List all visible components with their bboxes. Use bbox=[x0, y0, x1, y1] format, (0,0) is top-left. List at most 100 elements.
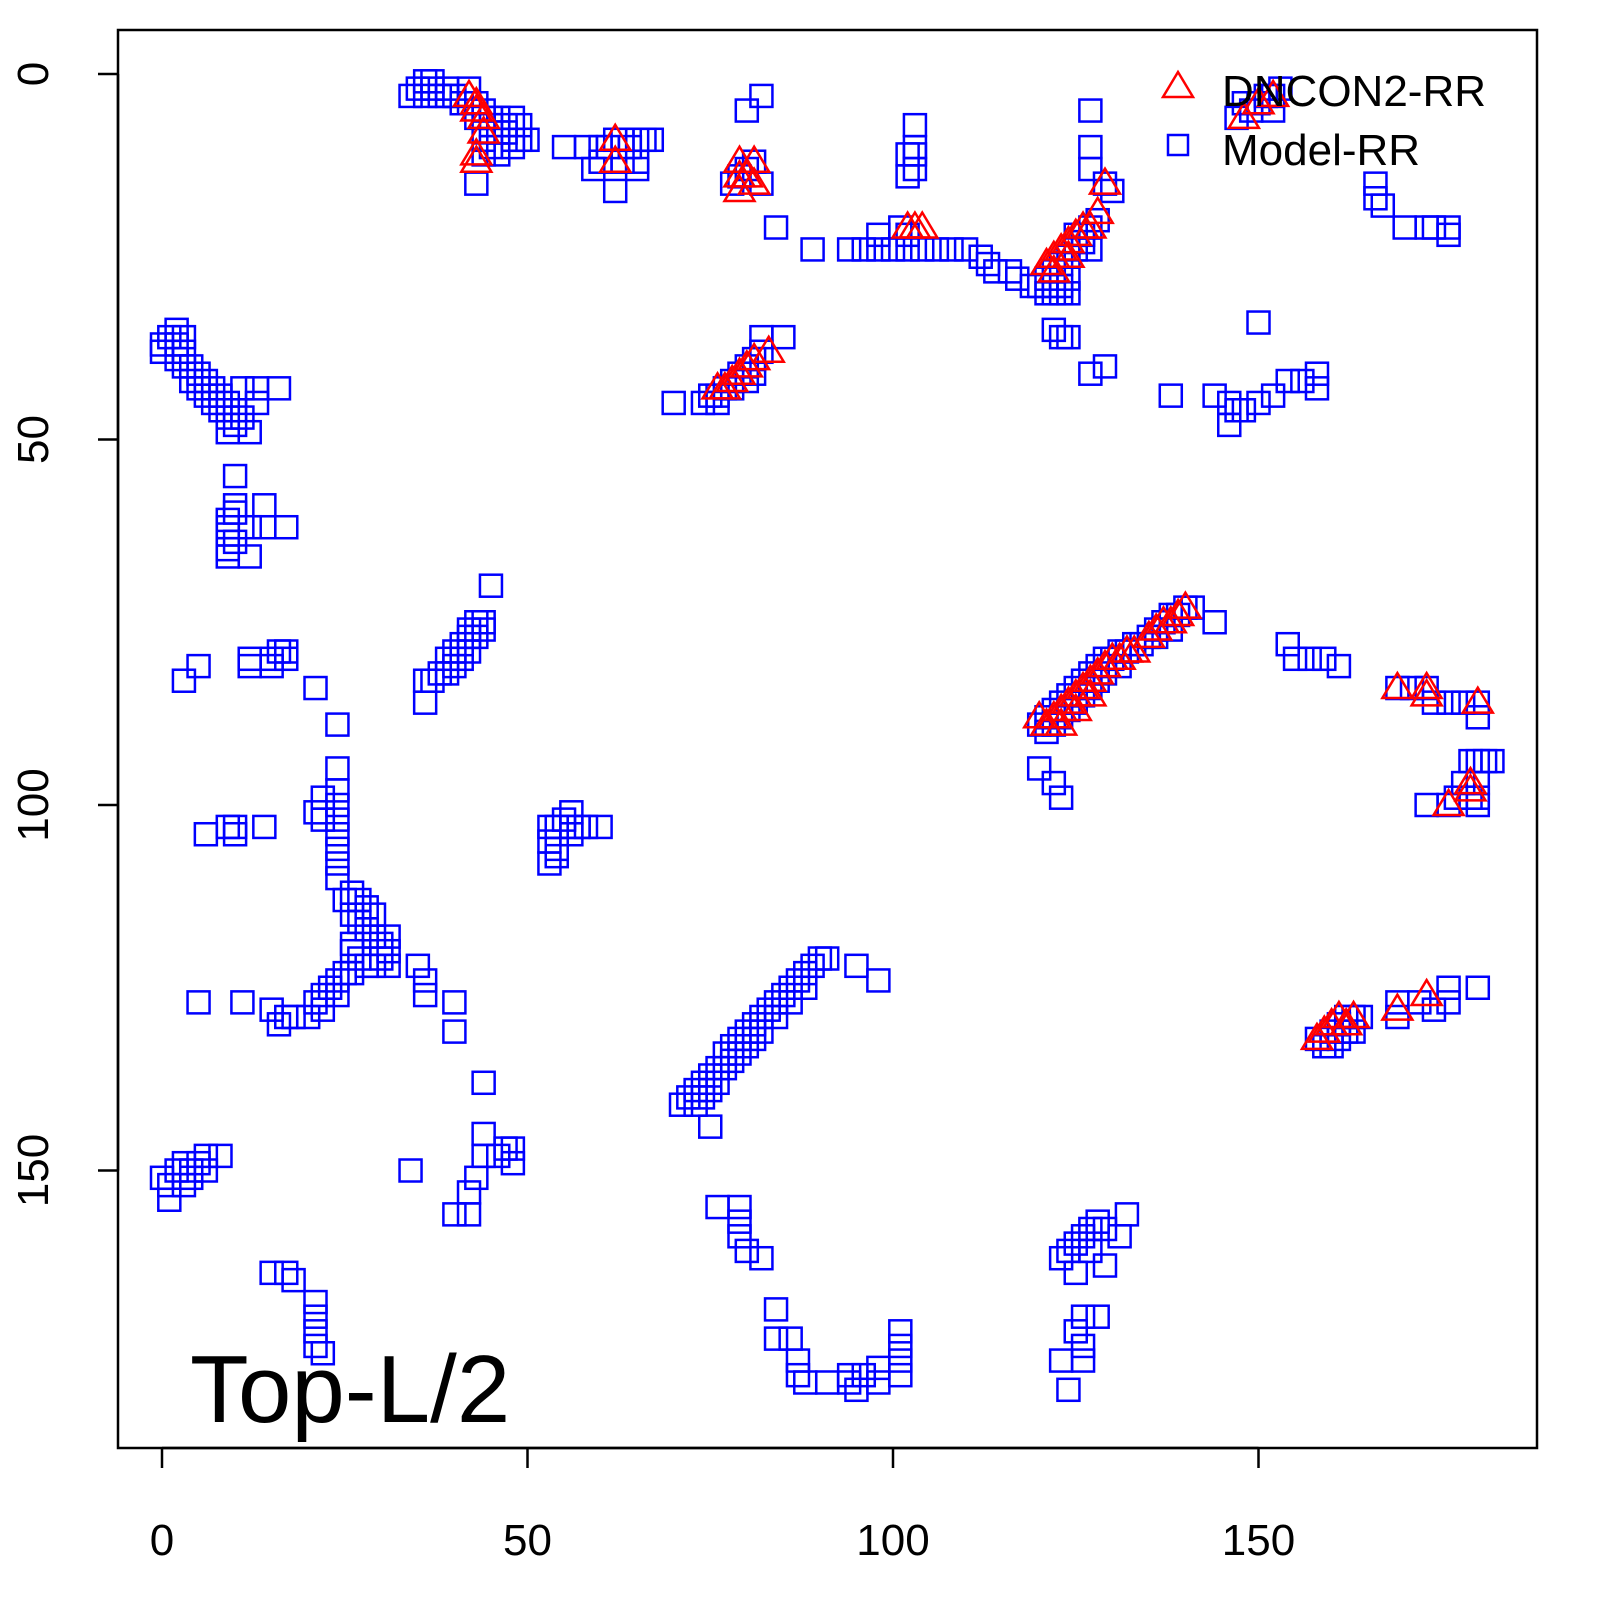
model-rr-point bbox=[442, 653, 467, 679]
model-rr-point bbox=[771, 982, 796, 1008]
model-rr-point bbox=[405, 76, 431, 101]
dncon2-rr-point bbox=[1409, 977, 1444, 1007]
model-rr-point bbox=[1034, 281, 1059, 306]
model-rr-point bbox=[909, 237, 935, 262]
dncon2-rr-point bbox=[1080, 195, 1115, 225]
model-rr-point bbox=[456, 1180, 482, 1205]
y-tick-label: 50 bbox=[9, 415, 58, 464]
model-rr-point bbox=[1041, 317, 1067, 343]
dncon2-rr-point bbox=[466, 115, 501, 144]
model-rr-point bbox=[763, 1297, 789, 1322]
model-rr-point bbox=[1436, 222, 1461, 248]
model-rr-point bbox=[1421, 997, 1447, 1022]
model-rr-point bbox=[398, 83, 423, 109]
model-rr-point bbox=[888, 1348, 913, 1373]
model-rr-point bbox=[778, 975, 803, 1000]
model-rr-point bbox=[361, 953, 387, 979]
model-rr-point bbox=[464, 624, 489, 650]
model-rr-point bbox=[171, 324, 197, 350]
dncon2-rr-point bbox=[1043, 707, 1079, 736]
model-rr-point bbox=[1048, 1348, 1074, 1373]
model-rr-point bbox=[749, 83, 774, 109]
model-rr-point bbox=[325, 821, 350, 847]
model-rr-point bbox=[939, 237, 964, 262]
dncon2-rr-point bbox=[1460, 685, 1496, 714]
model-rr-point bbox=[200, 376, 226, 401]
model-rr-point bbox=[478, 573, 504, 598]
y-axis: 0 50 100 150 bbox=[9, 62, 120, 1207]
dncon2-rr-point bbox=[905, 210, 940, 239]
model-rr-point bbox=[317, 975, 343, 1000]
model-rr-point bbox=[178, 1158, 204, 1183]
model-rr-point bbox=[1041, 273, 1067, 299]
model-rr-point bbox=[690, 1070, 716, 1096]
model-rr-point bbox=[624, 156, 650, 182]
model-rr-point bbox=[836, 237, 862, 262]
model-rr-point bbox=[771, 324, 796, 350]
model-rr-point bbox=[705, 1070, 730, 1096]
model-rr-point bbox=[573, 134, 599, 160]
model-rr-point bbox=[500, 105, 526, 131]
model-rr-point bbox=[888, 1319, 913, 1344]
model-rr-point bbox=[1297, 646, 1322, 672]
model-rr-point bbox=[1304, 361, 1330, 386]
model-rr-point bbox=[325, 851, 350, 876]
dncon2-rr-point bbox=[1073, 677, 1108, 707]
x-axis: 0 50 100 150 bbox=[150, 1446, 1295, 1565]
dncon2-rr-point bbox=[1036, 699, 1072, 729]
model-rr-point bbox=[434, 661, 460, 686]
model-rr-point bbox=[259, 1260, 284, 1286]
model-rr-point bbox=[902, 112, 928, 138]
model-rr-point bbox=[325, 968, 350, 993]
model-rr-point bbox=[325, 836, 350, 862]
model-rr-point bbox=[252, 814, 277, 840]
model-rr-point bbox=[800, 953, 825, 979]
model-rr-point bbox=[1246, 390, 1271, 416]
model-rr-point bbox=[1246, 310, 1271, 335]
model-rr-point bbox=[347, 909, 372, 935]
model-rr-point bbox=[157, 324, 182, 350]
model-rr-point bbox=[215, 814, 241, 840]
legend-square-icon bbox=[1166, 133, 1190, 157]
model-rr-point bbox=[1392, 215, 1417, 240]
model-rr-point bbox=[303, 990, 328, 1015]
model-rr-point bbox=[193, 368, 219, 394]
model-rr-point bbox=[1370, 193, 1396, 218]
model-rr-point bbox=[866, 237, 891, 262]
dncon2-rr-points bbox=[451, 78, 1496, 1051]
model-rr-point bbox=[1048, 273, 1074, 299]
x-tick-label: 100 bbox=[856, 1516, 929, 1565]
model-rr-point bbox=[449, 631, 474, 657]
model-rr-point bbox=[434, 76, 460, 101]
model-rr-point bbox=[493, 1136, 518, 1161]
model-rr-point bbox=[405, 953, 431, 979]
model-rr-point bbox=[1041, 281, 1067, 306]
model-rr-point bbox=[559, 800, 584, 825]
model-rr-point bbox=[222, 493, 248, 518]
model-rr-point bbox=[1056, 324, 1081, 350]
model-rr-point bbox=[866, 968, 891, 993]
model-rr-point bbox=[1078, 156, 1103, 182]
model-rr-point bbox=[763, 1326, 789, 1351]
model-rr-point bbox=[157, 1187, 182, 1212]
model-rr-point bbox=[274, 1260, 299, 1286]
model-rr-point bbox=[471, 1143, 496, 1169]
model-rr-point bbox=[442, 639, 467, 664]
model-rr-point bbox=[698, 1063, 723, 1088]
model-rr-point bbox=[698, 1077, 723, 1103]
model-rr-point bbox=[244, 376, 270, 401]
model-rr-point bbox=[1005, 266, 1030, 291]
model-rr-point bbox=[266, 639, 292, 664]
model-rr-point bbox=[478, 134, 504, 160]
model-rr-point bbox=[1092, 354, 1118, 379]
model-rr-point bbox=[551, 807, 577, 832]
model-rr-point bbox=[888, 1333, 913, 1359]
model-rr-point bbox=[456, 639, 482, 664]
model-rr-point bbox=[347, 887, 372, 913]
model-rr-point bbox=[215, 419, 241, 445]
model-rr-point bbox=[266, 376, 292, 401]
model-rr-point bbox=[354, 895, 379, 920]
model-rr-point bbox=[310, 807, 336, 832]
model-rr-point bbox=[171, 1150, 197, 1176]
model-rr-point bbox=[1217, 412, 1242, 438]
